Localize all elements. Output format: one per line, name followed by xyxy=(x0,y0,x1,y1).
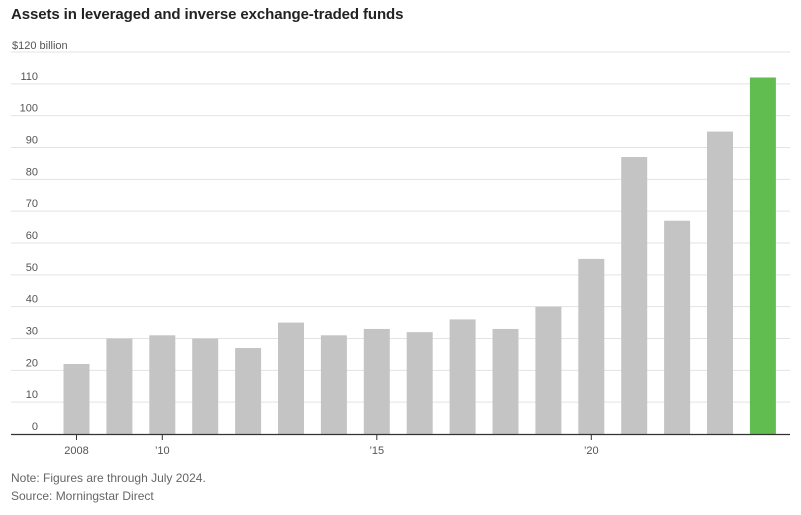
x-tick-label: ’10 xyxy=(155,445,170,457)
bar-2011 xyxy=(192,338,219,434)
y-tick-label: 60 xyxy=(26,230,38,242)
bar-2018 xyxy=(492,328,519,434)
chart-title: Assets in leveraged and inverse exchange… xyxy=(11,6,404,23)
bar-2014 xyxy=(320,335,347,434)
bar-2015 xyxy=(363,328,390,434)
bar-2019 xyxy=(535,306,562,434)
bar-2021 xyxy=(621,157,648,435)
y-tick-label: 30 xyxy=(26,326,38,338)
bar-2017 xyxy=(449,319,476,434)
y-axis-unit-label: $120 billion xyxy=(12,40,68,52)
y-tick-label: 90 xyxy=(26,135,38,147)
bar-2009 xyxy=(106,338,133,434)
y-tick-label: 0 xyxy=(32,421,38,433)
bar-2024 xyxy=(749,77,776,434)
y-tick-label: 50 xyxy=(26,262,38,274)
gridlines xyxy=(11,51,790,403)
bar-2010 xyxy=(149,335,176,434)
y-tick-label: 110 xyxy=(20,71,38,83)
x-tick-label: ’15 xyxy=(369,445,384,457)
y-tick-label: 100 xyxy=(20,103,38,115)
y-tick-label: 70 xyxy=(26,198,38,210)
y-tick-label: 20 xyxy=(26,357,38,369)
bar-2012 xyxy=(235,348,262,434)
bar-2023 xyxy=(707,131,733,435)
bar-2022 xyxy=(664,220,691,434)
y-tick-label: 80 xyxy=(26,166,38,178)
bar-2020 xyxy=(578,258,605,434)
bar-2013 xyxy=(278,322,304,434)
y-tick-label: 10 xyxy=(26,389,38,401)
x-tick-label: ’20 xyxy=(584,445,599,457)
y-tick-label: 40 xyxy=(26,294,38,306)
chart-note: Note: Figures are through July 2024. xyxy=(11,471,206,485)
bar-2016 xyxy=(406,332,433,434)
x-tick-label: 2008 xyxy=(64,445,88,457)
bars xyxy=(63,77,776,435)
chart-source: Source: Morningstar Direct xyxy=(11,489,154,503)
bar-2008 xyxy=(63,363,90,434)
